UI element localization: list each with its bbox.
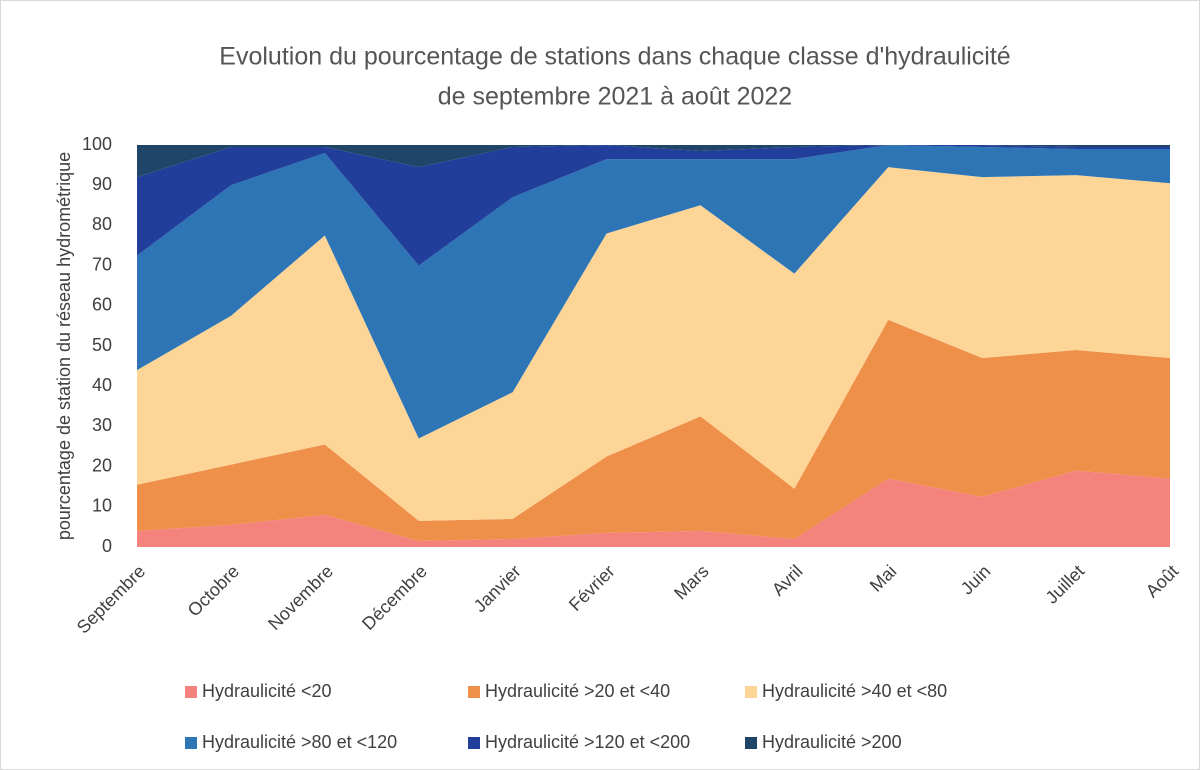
legend-label: Hydraulicité >40 et <80 [762, 681, 947, 701]
legend-label: Hydraulicité >80 et <120 [202, 732, 397, 752]
y-tick-label: 90 [92, 174, 112, 194]
legend-label: Hydraulicité <20 [202, 681, 332, 701]
legend-swatch [468, 737, 480, 749]
area [137, 145, 1170, 439]
area [137, 319, 1170, 541]
legend-label: Hydraulicité >20 et <40 [485, 681, 670, 701]
legend-swatch [745, 686, 757, 698]
y-tick-label: 50 [92, 335, 112, 355]
legend-swatch [745, 737, 757, 749]
chart-title: de septembre 2021 à août 2022 [438, 83, 792, 111]
area [137, 145, 1170, 178]
y-tick-label: 30 [92, 415, 112, 435]
y-tick-label: 70 [92, 254, 112, 274]
y-tick-label: 80 [92, 214, 112, 234]
y-tick-label: 20 [92, 455, 112, 475]
area [137, 470, 1170, 547]
legend-label: Hydraulicité >120 et <200 [485, 732, 690, 752]
y-axis-title: pourcentage de station du réseau hydromé… [54, 152, 74, 540]
chart-title: Evolution du pourcentage de stations dan… [219, 43, 1010, 71]
y-tick-label: 100 [82, 134, 112, 154]
legend-swatch [185, 737, 197, 749]
y-tick-label: 40 [92, 375, 112, 395]
y-tick-label: 10 [92, 496, 112, 516]
area [137, 167, 1170, 521]
legend-swatch [185, 686, 197, 698]
area [137, 145, 1170, 266]
legend-label: Hydraulicité >200 [762, 732, 902, 752]
y-tick-label: 0 [102, 536, 112, 556]
legend-swatch [468, 686, 480, 698]
y-tick-label: 60 [92, 295, 112, 315]
